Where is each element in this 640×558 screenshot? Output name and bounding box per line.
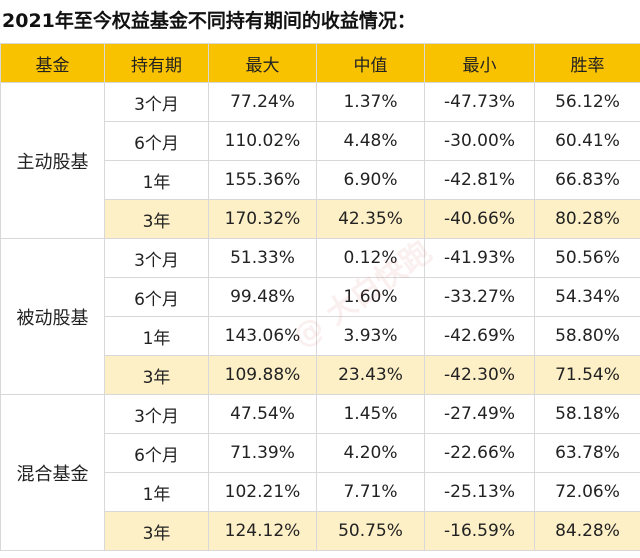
max-cell: 51.33% (208, 238, 317, 278)
table-row: 6个月 71.39% 4.20% -22.66% 63.78% (1, 433, 640, 473)
win-rate-cell: 58.80% (534, 316, 640, 356)
win-rate-cell: 71.54% (534, 355, 640, 395)
win-rate-cell: 84.28% (534, 511, 640, 551)
period-cell: 3年 (104, 511, 209, 551)
period-cell: 3个月 (104, 394, 209, 434)
header-win-rate: 胜率 (534, 43, 640, 83)
table-row: 主动股基 3个月 77.24% 1.37% -47.73% 56.12% (0, 82, 640, 239)
win-rate-cell: 72.06% (534, 472, 640, 512)
period-cell: 6个月 (104, 277, 209, 317)
median-cell: 1.45% (316, 394, 425, 434)
group-name: 被动股基 (0, 238, 105, 395)
max-cell: 47.54% (208, 394, 317, 434)
header-fund: 基金 (0, 43, 105, 83)
max-cell: 102.21% (208, 472, 317, 512)
table-row: 6个月 110.02% 4.48% -30.00% 60.41% (1, 121, 640, 161)
period-cell: 1年 (104, 316, 209, 356)
period-cell: 3个月 (104, 82, 209, 122)
min-cell: -42.81% (424, 160, 535, 200)
median-cell: 4.48% (316, 121, 425, 161)
header-min: 最小 (424, 43, 535, 83)
period-cell: 1年 (104, 472, 209, 512)
header-max: 最大 (208, 43, 317, 83)
header-period: 持有期 (104, 43, 209, 83)
min-cell: -40.66% (424, 199, 535, 239)
min-cell: -42.69% (424, 316, 535, 356)
table-row: 1年 102.21% 7.71% -25.13% 72.06% (1, 472, 640, 512)
median-cell: 23.43% (316, 355, 425, 395)
min-cell: -42.30% (424, 355, 535, 395)
median-cell: 7.71% (316, 472, 425, 512)
win-rate-cell: 60.41% (534, 121, 640, 161)
max-cell: 99.48% (208, 277, 317, 317)
period-cell: 1年 (104, 160, 209, 200)
period-cell: 3年 (104, 355, 209, 395)
max-cell: 110.02% (208, 121, 317, 161)
win-rate-cell: 56.12% (534, 82, 640, 122)
win-rate-cell: 50.56% (534, 238, 640, 278)
period-cell: 6个月 (104, 433, 209, 473)
table-row: 6个月 99.48% 1.60% -33.27% 54.34% (1, 277, 640, 317)
max-cell: 143.06% (208, 316, 317, 356)
table-row: 3年 124.12% 50.75% -16.59% 84.28% (1, 511, 640, 551)
returns-table: 基金 持有期 最大 中值 最小 胜率 主动股基 3个月 77.24% 1.37%… (0, 43, 640, 551)
min-cell: -33.27% (424, 277, 535, 317)
period-cell: 3个月 (104, 238, 209, 278)
min-cell: -27.49% (424, 394, 535, 434)
table-row: 被动股基 3个月 51.33% 0.12% -41.93% 50.56% (0, 238, 640, 395)
min-cell: -47.73% (424, 82, 535, 122)
page-title: 2021年至今权益基金不同持有期间的收益情况： (0, 0, 640, 43)
median-cell: 1.60% (316, 277, 425, 317)
max-cell: 109.88% (208, 355, 317, 395)
median-cell: 6.90% (316, 160, 425, 200)
median-cell: 3.93% (316, 316, 425, 356)
header-row: 基金 持有期 最大 中值 最小 胜率 (0, 43, 640, 83)
period-cell: 3年 (104, 199, 209, 239)
win-rate-cell: 80.28% (534, 199, 640, 239)
win-rate-cell: 58.18% (534, 394, 640, 434)
max-cell: 77.24% (208, 82, 317, 122)
table-row: 混合基金 3个月 47.54% 1.45% -27.49% 58.18% (0, 394, 640, 551)
min-cell: -41.93% (424, 238, 535, 278)
median-cell: 1.37% (316, 82, 425, 122)
max-cell: 71.39% (208, 433, 317, 473)
max-cell: 170.32% (208, 199, 317, 239)
period-cell: 6个月 (104, 121, 209, 161)
group-name: 主动股基 (0, 82, 105, 239)
median-cell: 4.20% (316, 433, 425, 473)
max-cell: 124.12% (208, 511, 317, 551)
min-cell: -16.59% (424, 511, 535, 551)
max-cell: 155.36% (208, 160, 317, 200)
win-rate-cell: 66.83% (534, 160, 640, 200)
win-rate-cell: 54.34% (534, 277, 640, 317)
table-row: 1年 155.36% 6.90% -42.81% 66.83% (1, 160, 640, 200)
table-row: 3年 170.32% 42.35% -40.66% 80.28% (1, 199, 640, 239)
header-median: 中值 (316, 43, 425, 83)
group-name: 混合基金 (0, 394, 105, 551)
table-row: 1年 143.06% 3.93% -42.69% 58.80% (1, 316, 640, 356)
median-cell: 0.12% (316, 238, 425, 278)
median-cell: 50.75% (316, 511, 425, 551)
min-cell: -22.66% (424, 433, 535, 473)
min-cell: -30.00% (424, 121, 535, 161)
win-rate-cell: 63.78% (534, 433, 640, 473)
median-cell: 42.35% (316, 199, 425, 239)
min-cell: -25.13% (424, 472, 535, 512)
